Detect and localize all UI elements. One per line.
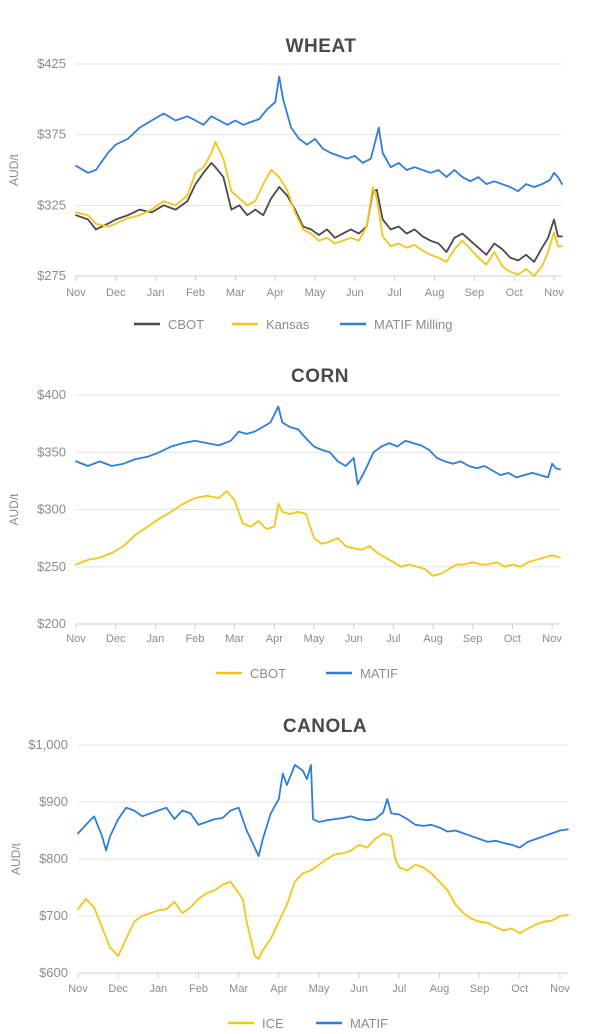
x-tick-label: May: [304, 633, 325, 645]
x-tick-label: Mar: [226, 287, 245, 299]
x-tick-label: Jan: [149, 983, 167, 995]
x-tick-label: Nov: [68, 983, 88, 995]
y-axis-label: AUD/t: [7, 493, 21, 526]
y-tick-label: $250: [37, 559, 66, 574]
x-tick-label: Sep: [470, 983, 490, 995]
x-tick-label: Apr: [267, 287, 284, 299]
y-tick-label: $350: [37, 444, 66, 459]
x-tick-label: Sep: [463, 633, 483, 645]
legend-label: CBOT: [168, 317, 204, 332]
x-tick-label: Dec: [108, 983, 128, 995]
x-tick-label: Aug: [430, 983, 450, 995]
x-tick-label: Nov: [550, 983, 570, 995]
series-line-ice: [77, 832, 569, 960]
x-tick-label: Aug: [423, 633, 443, 645]
legend-label: CBOT: [250, 666, 286, 681]
legend-label: MATIF: [360, 666, 398, 681]
x-tick-label: Nov: [544, 287, 564, 299]
x-tick-label: Dec: [106, 287, 126, 299]
x-tick-label: Oct: [511, 983, 528, 995]
series-line-matif: [75, 405, 561, 486]
y-tick-label: $600: [39, 965, 68, 980]
chart-title: CORN: [291, 366, 349, 387]
y-tick-label: $700: [39, 908, 68, 923]
chart-title: CANOLA: [283, 716, 367, 737]
legend-label: Kansas: [266, 317, 310, 332]
x-tick-label: Apr: [270, 983, 287, 995]
x-tick-label: Nov: [66, 633, 86, 645]
x-tick-label: Jul: [386, 633, 400, 645]
x-tick-label: Mar: [229, 983, 248, 995]
y-tick-label: $900: [39, 794, 68, 809]
x-tick-label: Nov: [542, 633, 562, 645]
y-tick-label: $200: [37, 616, 66, 631]
y-tick-label: $275: [37, 268, 66, 283]
x-tick-label: May: [305, 287, 326, 299]
x-tick-label: Jun: [350, 983, 368, 995]
x-tick-label: Jun: [346, 287, 364, 299]
series-line-matif-milling: [75, 75, 563, 193]
canola-chart: CANOLA $600 $700 $800 $900 $1,000 AUD/t Nov Dec J…: [9, 716, 570, 1031]
x-tick-label: Feb: [186, 287, 205, 299]
wheat-chart: WHEAT $275 $325 $375 $425 AUD/t Nov Dec Jan Feb Ma…: [7, 36, 564, 332]
x-tick-label: Jan: [147, 287, 165, 299]
series-line-cbot: [75, 490, 561, 577]
series-line-kansas: [75, 140, 563, 277]
x-tick-label: Feb: [186, 633, 205, 645]
legend-label: ICE: [262, 1016, 284, 1031]
x-tick-label: Nov: [66, 287, 86, 299]
chart-title: WHEAT: [286, 36, 357, 57]
x-tick-label: Jul: [388, 287, 402, 299]
y-tick-label: $325: [37, 197, 66, 212]
x-tick-label: Apr: [266, 633, 283, 645]
corn-chart: CORN $200 $250 $300 $350 $400 AUD/t Nov Dec Jan Fe…: [7, 366, 562, 681]
y-tick-label: $300: [37, 502, 66, 517]
y-tick-label: $375: [37, 127, 66, 142]
legend-label: MATIF Milling: [374, 317, 452, 332]
x-tick-label: Dec: [106, 633, 126, 645]
x-tick-label: Mar: [225, 633, 244, 645]
x-tick-label: Jun: [345, 633, 363, 645]
x-tick-label: Feb: [189, 983, 208, 995]
y-tick-label: $400: [37, 387, 66, 402]
x-tick-label: May: [309, 983, 330, 995]
y-axis-label: AUD/t: [9, 842, 23, 875]
series-line-cbot: [75, 162, 563, 263]
x-tick-label: Aug: [425, 287, 445, 299]
y-axis-label: AUD/t: [7, 153, 21, 186]
x-tick-label: Oct: [504, 633, 521, 645]
x-tick-label: Jan: [146, 633, 164, 645]
legend-label: MATIF: [350, 1016, 388, 1031]
y-tick-label: $425: [37, 56, 66, 71]
series-line-matif: [77, 764, 569, 857]
x-tick-label: Sep: [465, 287, 485, 299]
x-tick-label: Jul: [392, 983, 406, 995]
y-tick-label: $1,000: [28, 737, 68, 752]
x-tick-label: Oct: [506, 287, 523, 299]
y-tick-label: $800: [39, 851, 68, 866]
